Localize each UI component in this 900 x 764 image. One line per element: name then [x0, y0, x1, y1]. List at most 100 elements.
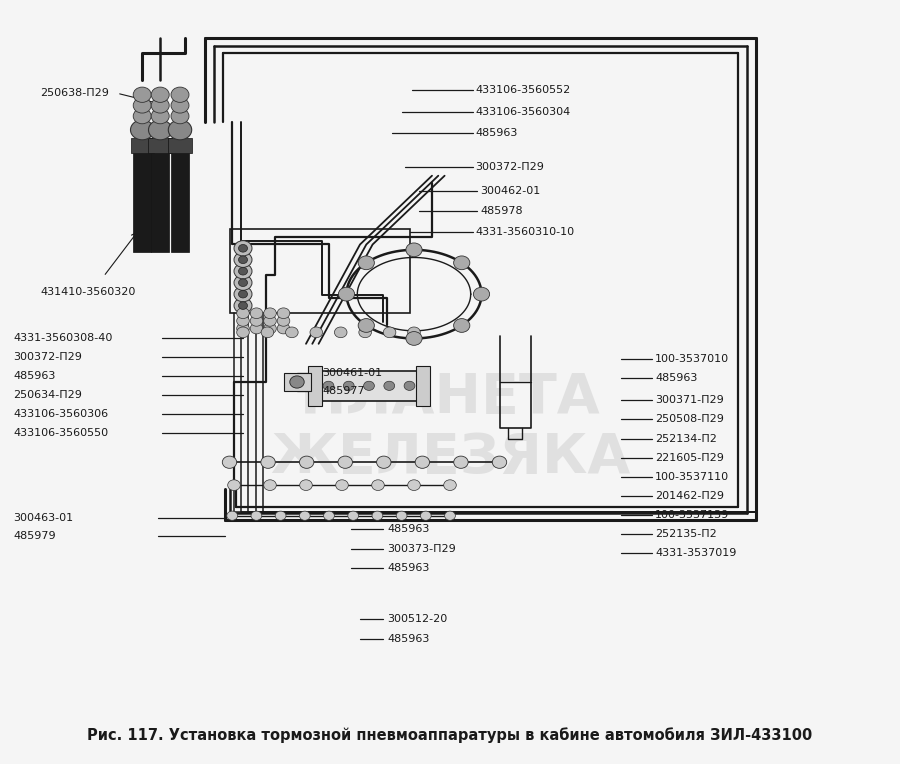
Text: 252135-П2: 252135-П2 — [655, 529, 717, 539]
Circle shape — [222, 456, 237, 468]
Circle shape — [454, 256, 470, 270]
Circle shape — [323, 381, 334, 390]
Circle shape — [473, 287, 490, 301]
Text: 250634-П29: 250634-П29 — [14, 390, 83, 400]
Circle shape — [171, 87, 189, 102]
Circle shape — [454, 319, 470, 332]
Bar — [284, 373, 310, 391]
Bar — [130, 138, 154, 153]
Circle shape — [324, 511, 335, 520]
Circle shape — [264, 316, 276, 326]
Circle shape — [234, 252, 252, 267]
Circle shape — [151, 108, 169, 124]
Text: 4331-3560308-40: 4331-3560308-40 — [14, 332, 112, 343]
Circle shape — [238, 290, 248, 298]
Text: 485977: 485977 — [322, 386, 364, 397]
Circle shape — [261, 327, 274, 338]
Circle shape — [376, 456, 391, 468]
Text: 300371-П29: 300371-П29 — [655, 395, 724, 406]
Circle shape — [151, 98, 169, 113]
Text: 433106-3560306: 433106-3560306 — [14, 409, 109, 419]
Text: 300373-П29: 300373-П29 — [387, 543, 455, 554]
Circle shape — [358, 319, 374, 332]
Circle shape — [228, 480, 240, 490]
Text: 431410-3560320: 431410-3560320 — [40, 286, 136, 297]
Circle shape — [238, 302, 248, 309]
Text: 433106-3560304: 433106-3560304 — [475, 106, 571, 117]
Text: 100-3537139: 100-3537139 — [655, 510, 729, 520]
Text: 250508-П29: 250508-П29 — [655, 414, 724, 425]
Text: 300461-01: 300461-01 — [322, 367, 382, 378]
Circle shape — [130, 120, 154, 140]
Circle shape — [133, 108, 151, 124]
Text: 100-3537110: 100-3537110 — [655, 471, 729, 482]
Circle shape — [406, 243, 422, 257]
Circle shape — [234, 298, 252, 313]
Circle shape — [445, 511, 455, 520]
Circle shape — [492, 456, 507, 468]
Circle shape — [396, 511, 407, 520]
Circle shape — [148, 120, 172, 140]
Circle shape — [383, 327, 396, 338]
Circle shape — [285, 327, 298, 338]
Circle shape — [250, 316, 263, 326]
Circle shape — [335, 327, 347, 338]
Circle shape — [404, 381, 415, 390]
Circle shape — [300, 456, 314, 468]
Bar — [171, 153, 189, 252]
Circle shape — [372, 480, 384, 490]
Text: ПЛАНЕТА
ЖЕЛЕЗЯКА: ПЛАНЕТА ЖЕЛЕЗЯКА — [270, 371, 630, 485]
Circle shape — [234, 275, 252, 290]
Circle shape — [347, 511, 358, 520]
Circle shape — [408, 327, 420, 338]
Circle shape — [264, 480, 276, 490]
Circle shape — [338, 456, 353, 468]
Circle shape — [290, 376, 304, 388]
Bar — [133, 153, 151, 252]
Circle shape — [238, 244, 248, 252]
Bar — [151, 153, 169, 252]
Circle shape — [372, 511, 382, 520]
Circle shape — [171, 98, 189, 113]
Text: 201462-П29: 201462-П29 — [655, 490, 724, 501]
Circle shape — [237, 323, 249, 334]
Circle shape — [277, 308, 290, 319]
Text: 300463-01: 300463-01 — [14, 513, 74, 523]
Text: 221605-П29: 221605-П29 — [655, 452, 724, 463]
Circle shape — [238, 279, 248, 286]
Bar — [308, 366, 322, 406]
Text: 485963: 485963 — [387, 634, 429, 645]
Circle shape — [237, 316, 249, 326]
Text: 4331-3560310-10: 4331-3560310-10 — [475, 227, 574, 238]
Circle shape — [454, 456, 468, 468]
Circle shape — [444, 480, 456, 490]
Text: 250638-П29: 250638-П29 — [40, 88, 110, 99]
Text: 300462-01: 300462-01 — [481, 186, 541, 196]
Circle shape — [133, 98, 151, 113]
Text: 433106-3560552: 433106-3560552 — [475, 85, 571, 96]
Bar — [168, 138, 192, 153]
Circle shape — [151, 87, 169, 102]
Circle shape — [250, 323, 263, 334]
Circle shape — [384, 381, 394, 390]
Circle shape — [237, 308, 249, 319]
Bar — [230, 229, 410, 313]
Circle shape — [343, 381, 354, 390]
Circle shape — [277, 316, 290, 326]
Circle shape — [359, 327, 372, 338]
Text: 4331-3537019: 4331-3537019 — [655, 548, 736, 558]
Text: Рис. 117. Установка тормозной пневмоаппаратуры в кабине автомобиля ЗИЛ-433100: Рис. 117. Установка тормозной пневмоаппа… — [87, 727, 813, 743]
Text: 300512-20: 300512-20 — [387, 613, 447, 624]
Circle shape — [168, 120, 192, 140]
Circle shape — [300, 511, 310, 520]
Circle shape — [251, 511, 262, 520]
Circle shape — [234, 241, 252, 256]
Bar — [148, 138, 172, 153]
Text: 100-3537010: 100-3537010 — [655, 354, 729, 364]
Bar — [416, 366, 430, 406]
Circle shape — [415, 456, 429, 468]
Text: 485978: 485978 — [481, 206, 523, 216]
Text: 485963: 485963 — [14, 371, 56, 381]
Circle shape — [338, 287, 355, 301]
Circle shape — [300, 480, 312, 490]
